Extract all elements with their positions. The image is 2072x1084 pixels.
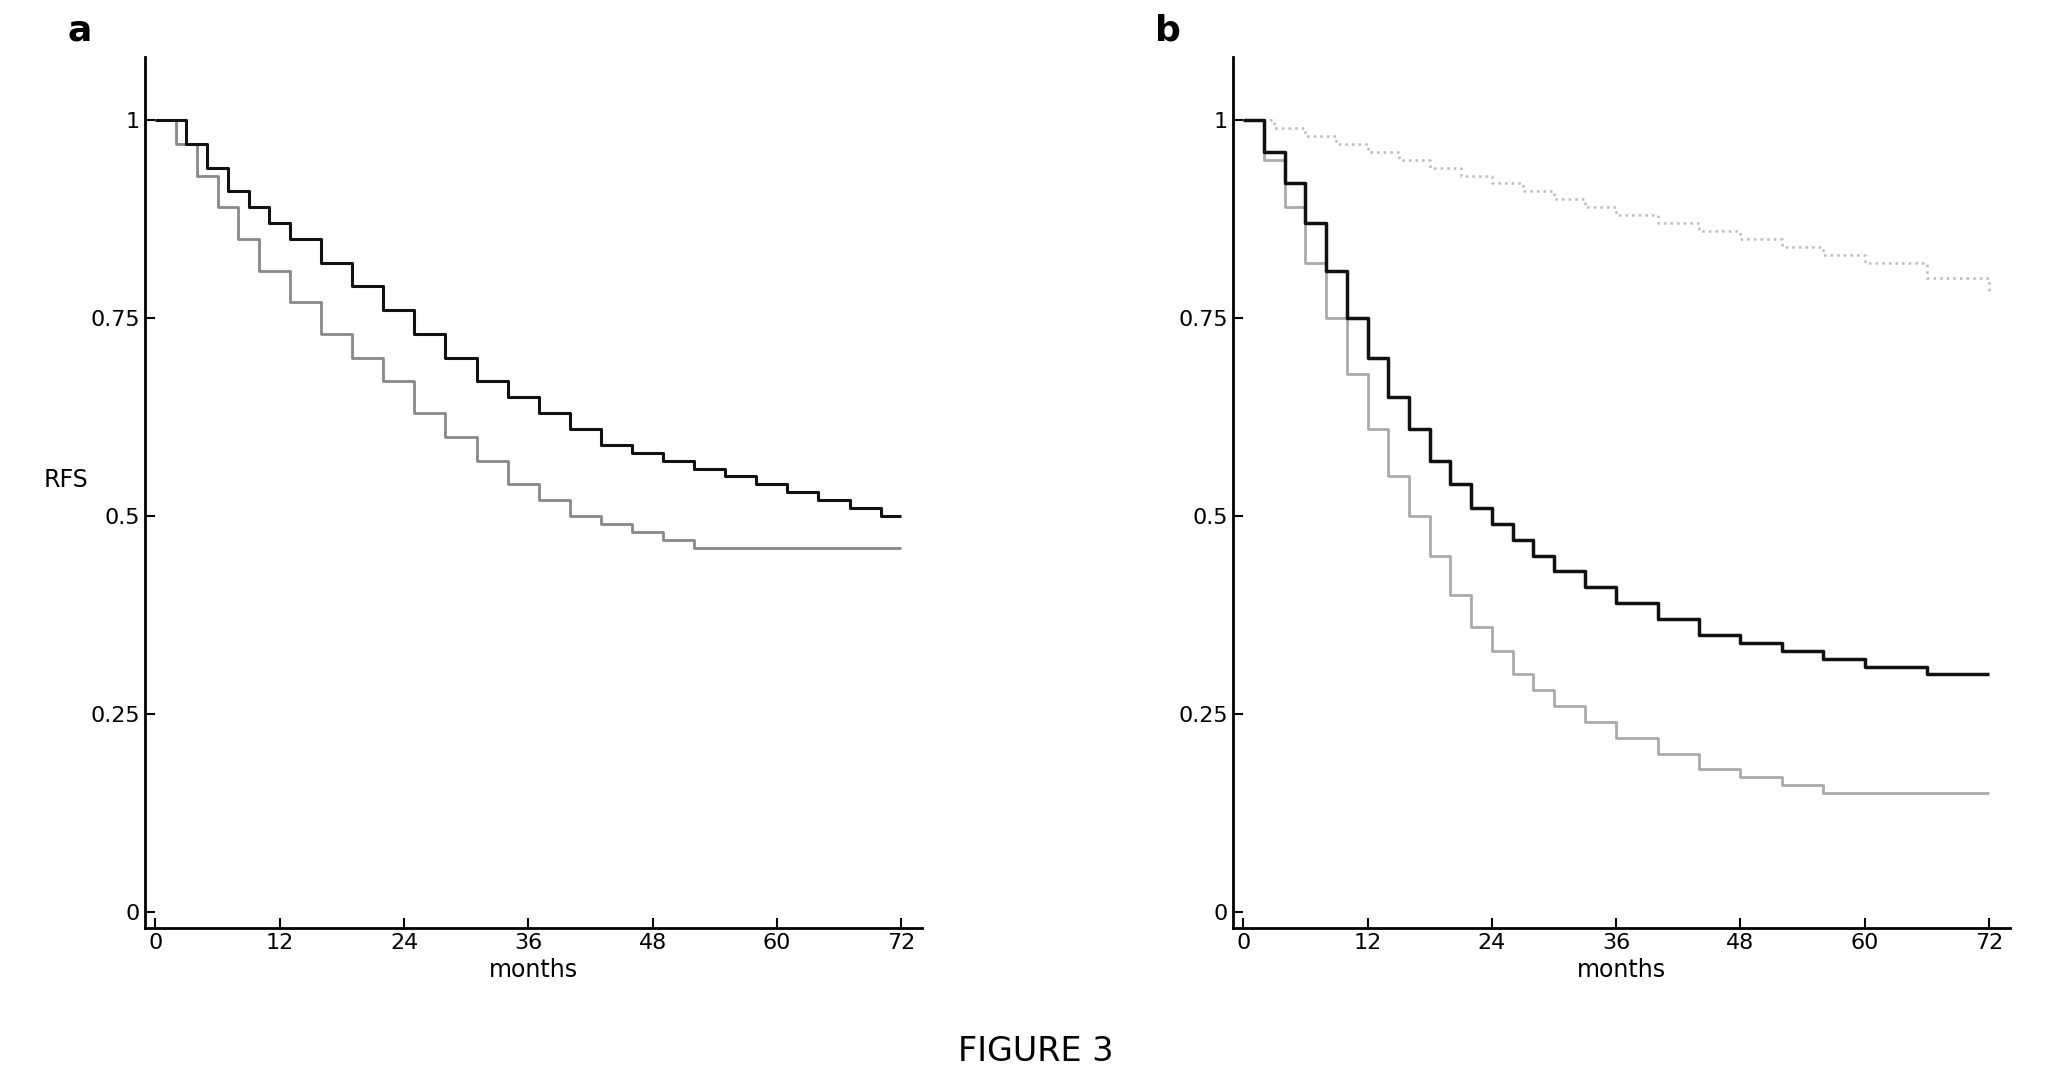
X-axis label: months: months [489, 958, 578, 982]
X-axis label: months: months [1577, 958, 1666, 982]
Text: FIGURE 3: FIGURE 3 [957, 1035, 1115, 1068]
Text: b: b [1156, 13, 1181, 48]
Text: a: a [68, 13, 91, 48]
Y-axis label: RFS: RFS [44, 468, 87, 492]
